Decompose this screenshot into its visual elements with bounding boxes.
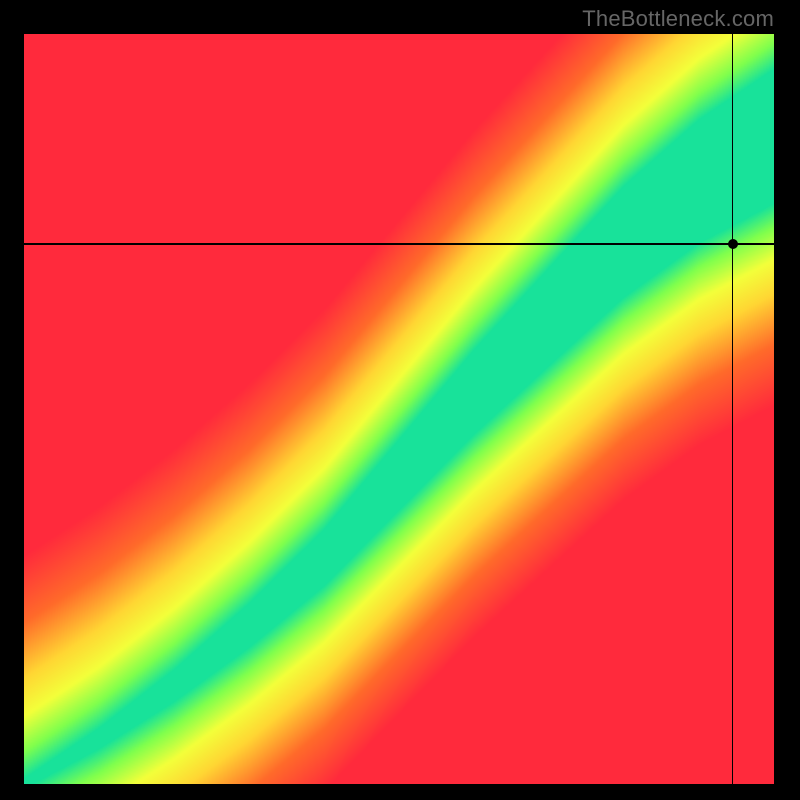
heatmap-canvas xyxy=(24,34,774,784)
crosshair-horizontal xyxy=(24,243,774,244)
watermark-text: TheBottleneck.com xyxy=(582,6,774,32)
crosshair-marker xyxy=(728,239,738,249)
heatmap-plot xyxy=(24,34,774,784)
crosshair-vertical xyxy=(732,34,733,784)
